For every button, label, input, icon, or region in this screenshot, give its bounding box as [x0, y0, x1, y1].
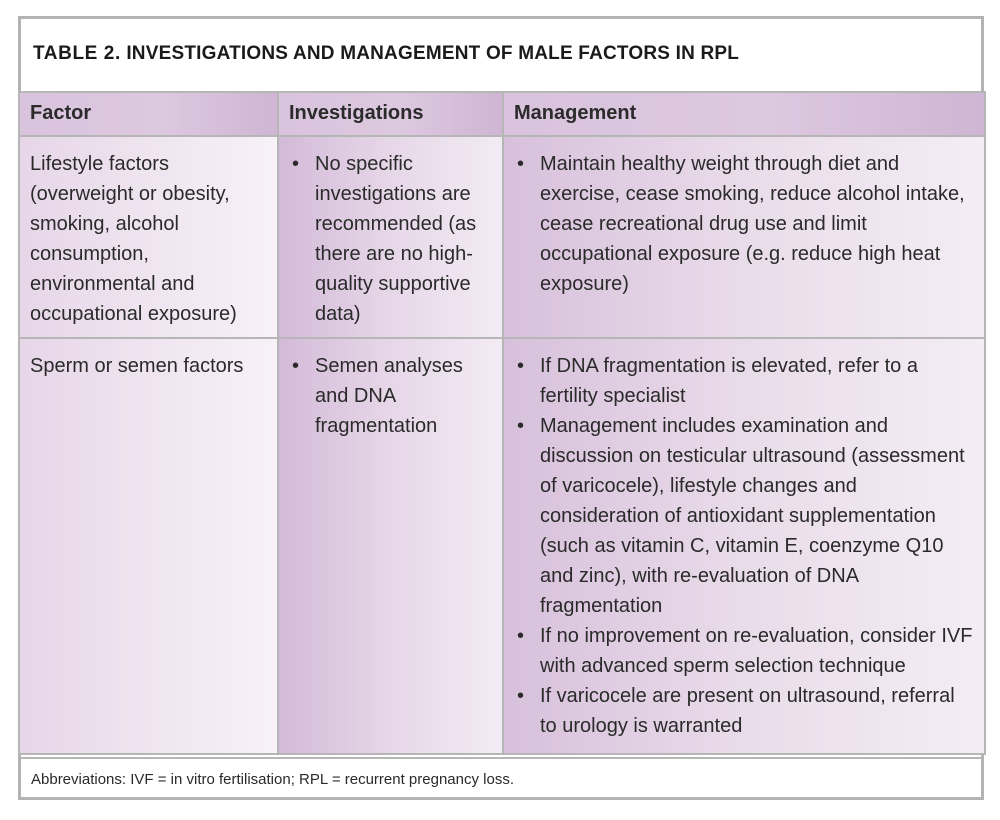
- cell-factor: Sperm or semen factors: [18, 337, 279, 755]
- table-header-row: Factor Investigations Management: [18, 91, 986, 137]
- table-title: TABLE 2. INVESTIGATIONS AND MANAGEMENT O…: [33, 43, 981, 65]
- table-number: TABLE 2.: [33, 43, 121, 64]
- table-frame: TABLE 2. INVESTIGATIONS AND MANAGEMENT O…: [18, 16, 986, 800]
- investigations-list: Semen analyses and DNA fragmentation: [289, 351, 492, 441]
- cell-management: If DNA fragmentation is elevated, refer …: [502, 337, 986, 755]
- list-item: Semen analyses and DNA fragmentation: [289, 351, 492, 441]
- investigations-list: No specific investigations are recommend…: [289, 149, 492, 329]
- cell-investigations: Semen analyses and DNA fragmentation: [277, 337, 504, 755]
- list-item: If varicocele are present on ultrasound,…: [514, 681, 974, 741]
- table-title-text: INVESTIGATIONS AND MANAGEMENT OF MALE FA…: [120, 43, 740, 64]
- list-item: No specific investigations are recommend…: [289, 149, 492, 329]
- header-investigations: Investigations: [277, 91, 504, 137]
- list-item: Management includes examination and disc…: [514, 411, 974, 621]
- management-list: Maintain healthy weight through diet and…: [514, 149, 974, 299]
- list-item: Maintain healthy weight through diet and…: [514, 149, 974, 299]
- cell-factor: Lifestyle factors (overweight or obesity…: [18, 135, 279, 339]
- table-row: Sperm or semen factors Semen analyses an…: [18, 337, 986, 755]
- management-list: If DNA fragmentation is elevated, refer …: [514, 351, 974, 741]
- table-title-bar: TABLE 2. INVESTIGATIONS AND MANAGEMENT O…: [21, 19, 981, 89]
- list-item: If no improvement on re-evaluation, cons…: [514, 621, 974, 681]
- header-factor: Factor: [18, 91, 279, 137]
- male-factors-table: Factor Investigations Management Lifesty…: [18, 91, 986, 755]
- cell-investigations: No specific investigations are recommend…: [277, 135, 504, 339]
- abbreviations-footnote: Abbreviations: IVF = in vitro fertilisat…: [21, 757, 981, 797]
- list-item: If DNA fragmentation is elevated, refer …: [514, 351, 974, 411]
- header-management: Management: [502, 91, 986, 137]
- cell-management: Maintain healthy weight through diet and…: [502, 135, 986, 339]
- table-row: Lifestyle factors (overweight or obesity…: [18, 135, 986, 339]
